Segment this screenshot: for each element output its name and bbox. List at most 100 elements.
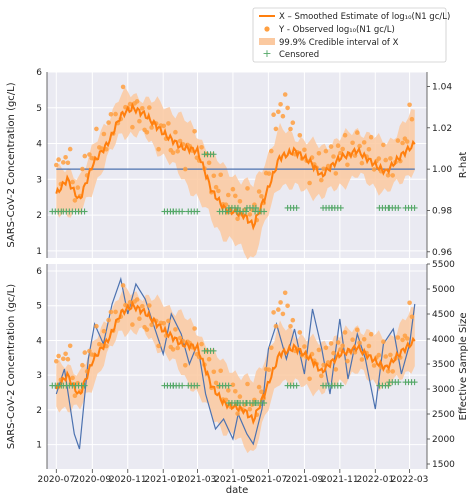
observed-point	[206, 356, 212, 362]
observed-point	[259, 389, 264, 395]
observed-point	[288, 324, 293, 329]
y2-tick-label: 1.02	[432, 124, 452, 134]
observed-point	[113, 111, 118, 117]
observed-point	[278, 300, 283, 305]
observed-point	[319, 177, 324, 183]
legend-entry-smoothed: X – Smoothed Estimate of log₁₀(N1 gc/L)	[279, 12, 450, 22]
observed-point	[235, 411, 240, 416]
y-tick-label: 4	[36, 336, 42, 346]
observed-point	[99, 146, 104, 151]
observed-point	[70, 179, 75, 185]
observed-point	[170, 150, 176, 155]
y2-tick-label: 5500	[432, 260, 455, 270]
observed-point	[285, 303, 290, 309]
y2-tick-label: 1.04	[432, 82, 452, 92]
observed-point	[361, 337, 367, 342]
observed-point	[56, 353, 61, 359]
observed-point	[137, 316, 142, 322]
x-tick-label: 2022-01	[356, 475, 394, 485]
observed-point	[266, 367, 272, 373]
y2-tick-label: 1500	[432, 460, 455, 470]
observed-point	[245, 381, 250, 387]
observed-point	[213, 184, 219, 190]
observed-point	[140, 303, 145, 309]
observed-point	[395, 138, 401, 143]
observed-point	[230, 186, 236, 192]
y2-tick-label: 4500	[432, 310, 455, 320]
x-tick-label: 2020-09	[74, 475, 112, 485]
observed-point	[357, 340, 362, 346]
observed-point	[235, 216, 240, 222]
observed-point	[340, 343, 346, 349]
observed-point	[63, 155, 68, 160]
observed-point	[333, 367, 339, 372]
observed-point	[65, 356, 71, 362]
y2-tick-label: 5000	[432, 285, 455, 295]
observed-point	[388, 352, 393, 358]
observed-point	[385, 173, 391, 178]
y-tick-label: 2	[36, 211, 42, 221]
x-tick-label: 2021-01	[144, 475, 182, 485]
observed-point	[388, 156, 393, 161]
observed-point	[144, 130, 150, 135]
observed-point	[130, 124, 135, 130]
observed-point	[87, 348, 92, 354]
observed-point	[106, 120, 111, 125]
observed-point	[80, 362, 85, 368]
legend-plus-swatch: +	[262, 47, 271, 60]
observed-point	[357, 143, 362, 149]
observed-point	[99, 343, 104, 348]
observed-point	[280, 311, 286, 317]
observed-point	[137, 118, 142, 124]
observed-point	[323, 148, 329, 154]
x-tick-label: 2021-09	[286, 475, 324, 485]
y-tick-label: 6	[36, 68, 42, 78]
observed-point	[130, 322, 135, 327]
observed-point	[183, 166, 188, 172]
observed-point	[211, 173, 217, 179]
observed-point	[134, 297, 140, 302]
observed-point	[342, 132, 348, 138]
observed-point	[144, 327, 150, 332]
observed-point	[383, 354, 389, 359]
observed-point	[368, 331, 374, 337]
observed-point	[94, 323, 99, 329]
y-tick-label: 3	[36, 371, 42, 381]
observed-point	[170, 347, 176, 352]
observed-point	[290, 317, 296, 323]
observed-point	[350, 337, 355, 343]
observed-point	[175, 149, 180, 154]
observed-point	[82, 350, 88, 355]
observed-point	[316, 151, 322, 156]
legend: X – Smoothed Estimate of log₁₀(N1 gc/L) …	[252, 7, 450, 63]
legend-entry-observed: Y - Observed log₁₀(N1 gc/L)	[278, 25, 395, 35]
x-tick-label: 2020-07	[37, 475, 75, 485]
observed-point	[366, 343, 372, 349]
y2-axis-label: Effective Sample Size	[458, 312, 469, 420]
observed-point	[371, 363, 377, 368]
y-axis-label: SARS-CoV-2 Concentration (gc/L)	[6, 82, 17, 247]
observed-point	[390, 173, 396, 178]
y2-tick-label: 4000	[432, 335, 455, 345]
observed-point	[127, 101, 133, 107]
observed-point	[140, 106, 145, 111]
y2-tick-label: 2000	[432, 435, 455, 445]
observed-point	[82, 153, 88, 159]
observed-point	[87, 152, 92, 157]
observed-point	[302, 344, 307, 349]
observed-point	[256, 384, 262, 390]
observed-point	[56, 157, 61, 162]
observed-point	[211, 369, 217, 375]
observed-point	[94, 126, 99, 132]
observed-point	[409, 314, 415, 320]
observed-point	[290, 120, 296, 125]
x-tick-label: 2021-03	[179, 475, 217, 485]
observed-point	[366, 147, 372, 152]
observed-point	[149, 322, 154, 328]
y2-tick-label: 1.00	[432, 165, 452, 175]
observed-point	[70, 375, 75, 381]
observed-point	[192, 326, 197, 331]
ess-line	[55, 276, 416, 450]
observed-point	[276, 307, 281, 312]
observed-point	[113, 309, 118, 315]
